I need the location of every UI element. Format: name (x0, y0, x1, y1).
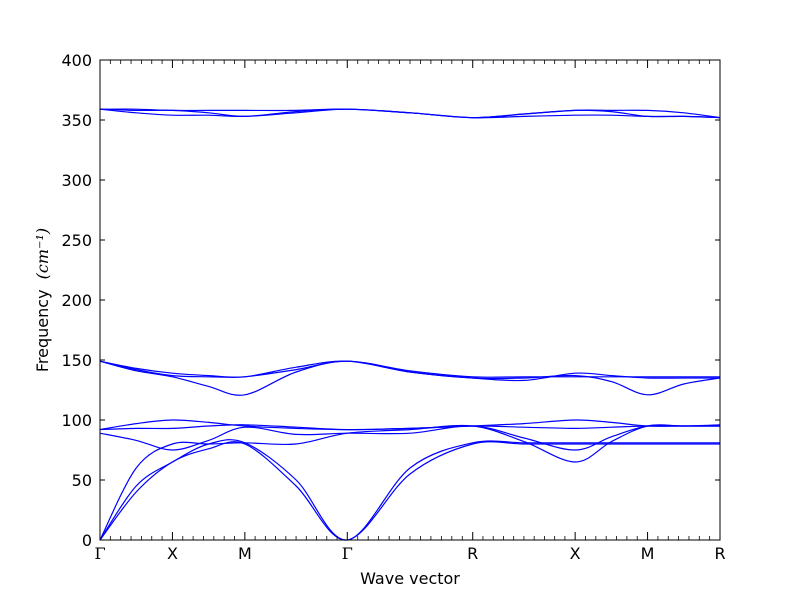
y-axis-label-unit: (cm⁻¹) (33, 228, 52, 279)
x-tick-label-6: M (641, 544, 655, 563)
x-tick-label-3: Γ (342, 544, 353, 563)
x-axis-label: Wave vector (360, 569, 460, 588)
series-layer (99, 108, 721, 541)
y-tick-label: 300 (61, 171, 92, 190)
x-tick-label-7: R (714, 544, 725, 563)
x-tick-label-1: X (167, 544, 178, 563)
plot-frame (99, 59, 721, 541)
y-tick-label: 400 (61, 51, 92, 70)
series-line-6 (99, 419, 720, 431)
y-axis-label: Frequency (cm⁻¹) (33, 228, 52, 372)
series-line-8 (99, 360, 720, 382)
x-tick-label-0: Γ (94, 544, 105, 563)
x-tick-label-5: X (570, 544, 581, 563)
y-axis-label-text: Frequency (33, 289, 52, 372)
y-tick-label: 200 (61, 291, 92, 310)
series-line-12 (99, 108, 721, 119)
y-tick-label: 100 (61, 411, 92, 430)
y-tick-label: 350 (61, 111, 92, 130)
y-tick-label: 50 (72, 471, 92, 490)
ticks-layer: 0 50 100 150 200 250 300 350 400 Γ X M Γ R X M R (61, 51, 725, 563)
y-tick-label: 250 (61, 231, 92, 250)
x-tick-label-4: R (467, 544, 478, 563)
series-line-7 (99, 360, 721, 396)
series-line-4 (99, 424, 720, 451)
series-line-2 (99, 439, 720, 541)
series-line-9 (99, 360, 720, 378)
y-tick-label: 0 (82, 531, 92, 550)
series-line-3 (99, 424, 720, 541)
series-line-1 (99, 441, 720, 541)
x-tick-label-2: M (238, 544, 252, 563)
y-tick-label: 150 (61, 351, 92, 370)
